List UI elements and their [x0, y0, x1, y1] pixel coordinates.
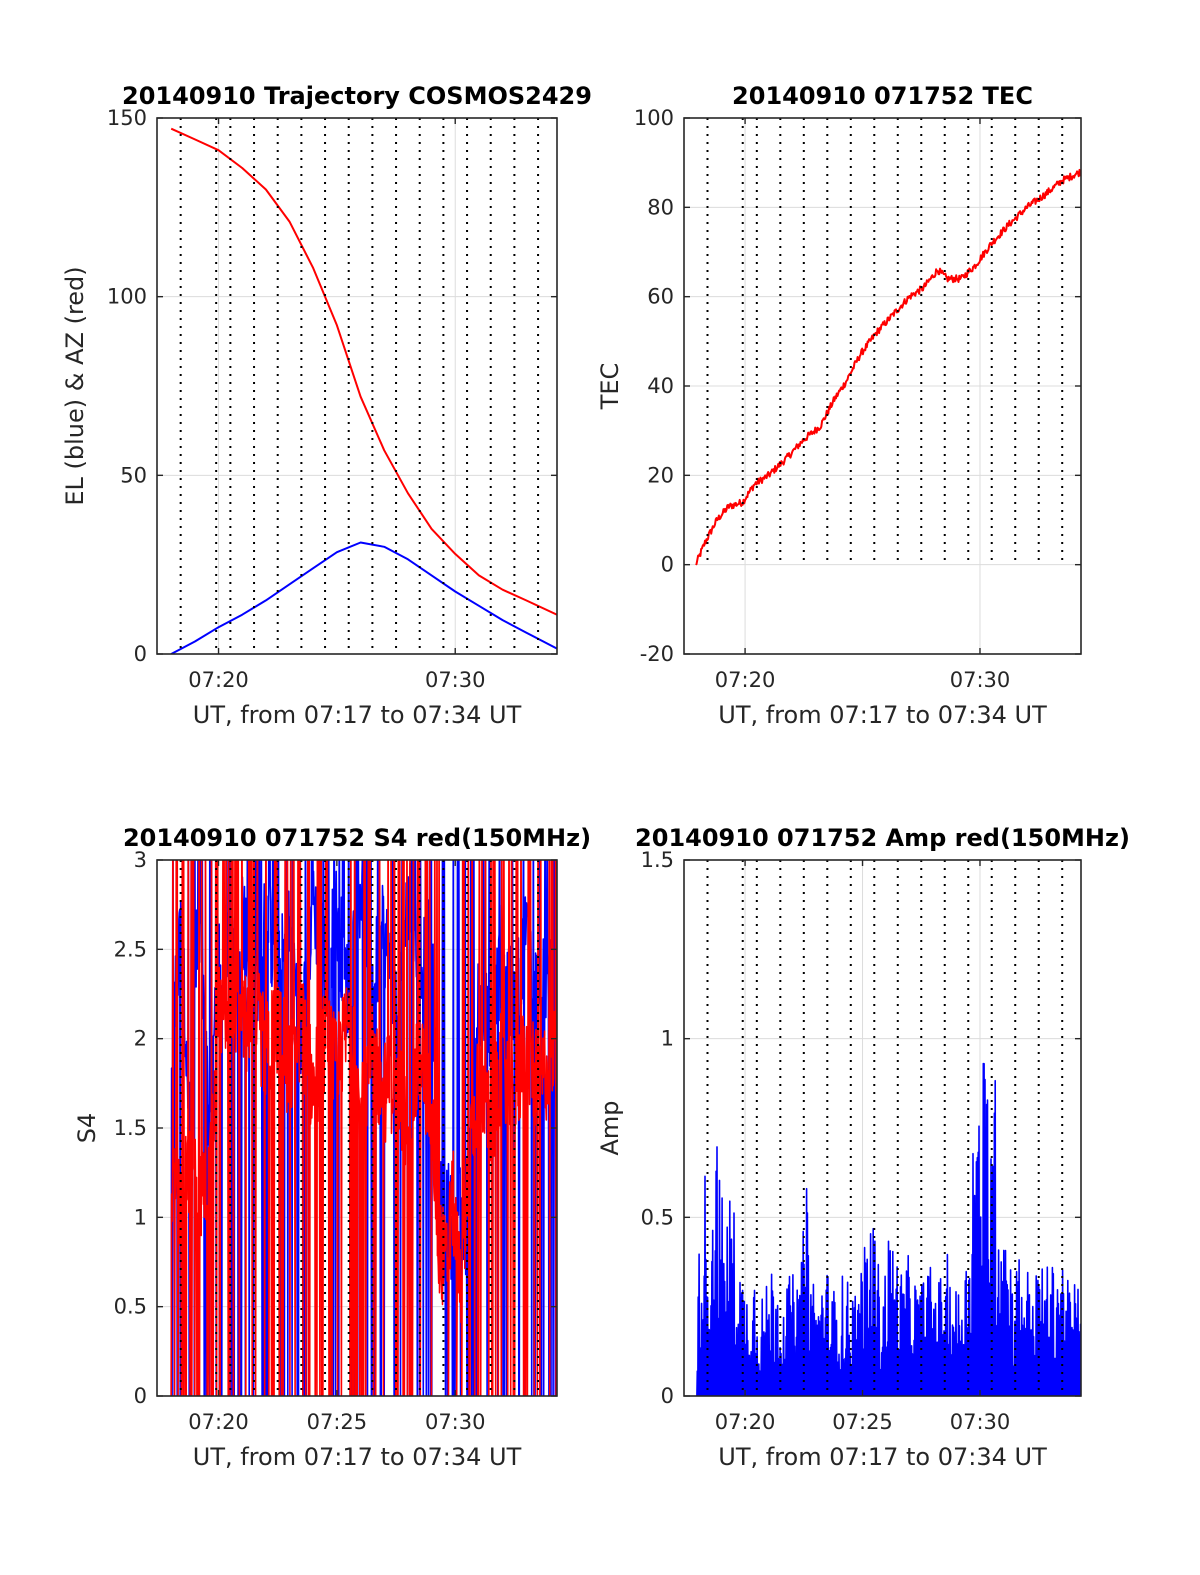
- trajectory-panel: 0 50 100 150 07:20 07:30 20140910 Trajectory C…: [61, 82, 592, 729]
- x-tick-label: 07:30: [950, 1410, 1011, 1434]
- x-axis-label: UT, from 07:17 to 07:34 UT: [193, 1443, 522, 1471]
- y-axis-label: S4: [73, 1113, 101, 1144]
- y-tick-label: 150: [107, 106, 147, 130]
- y-tick-label: 60: [647, 285, 674, 309]
- y-tick-label: 0.5: [114, 1295, 147, 1319]
- y-tick-label: 1: [134, 1205, 147, 1229]
- x-tick-label: 07:25: [307, 1410, 368, 1434]
- chart-title: 20140910 071752 TEC: [732, 82, 1033, 110]
- y-tick-label: 0: [134, 1384, 147, 1408]
- x-tick-label: 07:30: [425, 1410, 486, 1434]
- y-tick-label: 50: [120, 463, 147, 487]
- s4-panel: 0 0.5 1 1.5 2 2.5 3 07:20 07:25 07:30 20140910 071…: [73, 824, 591, 1471]
- amp-panel: 0 0.5 1 1.5 07:20 07:25 07:30 20140910 071752 A…: [596, 824, 1130, 1471]
- x-tick-label: 07:20: [715, 1410, 776, 1434]
- y-tick-label: 1.5: [641, 848, 674, 872]
- y-tick-label: 2.5: [114, 937, 147, 961]
- series-line-1: [170, 860, 557, 1396]
- y-tick-label: 40: [647, 374, 674, 398]
- x-tick-label: 07:20: [188, 668, 249, 692]
- x-axis-label: UT, from 07:17 to 07:34 UT: [193, 701, 522, 729]
- tec-panel: -20 0 20 40 60 80 100 07:20 07:30 20140910 071752…: [596, 82, 1082, 729]
- series-group: [170, 860, 557, 1396]
- series-line-0: [170, 127, 557, 616]
- y-tick-label: 0: [661, 553, 674, 577]
- chart-title: 20140910 Trajectory COSMOS2429: [122, 82, 592, 110]
- y-tick-label: -20: [640, 642, 674, 666]
- y-tick-label: 2: [134, 1027, 147, 1051]
- x-tick-label: 07:25: [832, 1410, 893, 1434]
- x-tick-label: 07:30: [950, 668, 1011, 692]
- y-tick-label: 1.5: [114, 1116, 147, 1140]
- y-axis-label: TEC: [596, 363, 624, 411]
- series-group: [695, 168, 1081, 566]
- y-tick-label: 0: [661, 1384, 674, 1408]
- y-tick-label: 0.5: [641, 1205, 674, 1229]
- y-tick-label: 3: [134, 848, 147, 872]
- y-axis-label: EL (blue) & AZ (red): [61, 266, 89, 505]
- chart-title: 20140910 071752 S4 red(150MHz): [123, 824, 591, 852]
- x-tick-label: 07:30: [425, 668, 486, 692]
- y-tick-label: 100: [634, 106, 674, 130]
- x-axis-label: UT, from 07:17 to 07:34 UT: [718, 1443, 1047, 1471]
- series-line-1: [170, 541, 557, 654]
- y-tick-label: 1: [661, 1027, 674, 1051]
- series-line-0: [695, 168, 1081, 566]
- plot-frame: [156, 117, 558, 655]
- y-tick-label: 80: [647, 195, 674, 219]
- series-group: [170, 127, 557, 654]
- series-group: [696, 1062, 1081, 1396]
- y-tick-label: 100: [107, 285, 147, 309]
- y-tick-label: 20: [647, 463, 674, 487]
- y-axis-label: Amp: [596, 1100, 624, 1155]
- x-tick-label: 07:20: [188, 1410, 249, 1434]
- plot-frame: [683, 859, 1082, 1397]
- series-line-0: [696, 1062, 1081, 1396]
- x-axis-label: UT, from 07:17 to 07:34 UT: [718, 701, 1047, 729]
- chart-title: 20140910 071752 Amp red(150MHz): [635, 824, 1130, 852]
- x-tick-label: 07:20: [715, 668, 776, 692]
- y-tick-label: 0: [134, 642, 147, 666]
